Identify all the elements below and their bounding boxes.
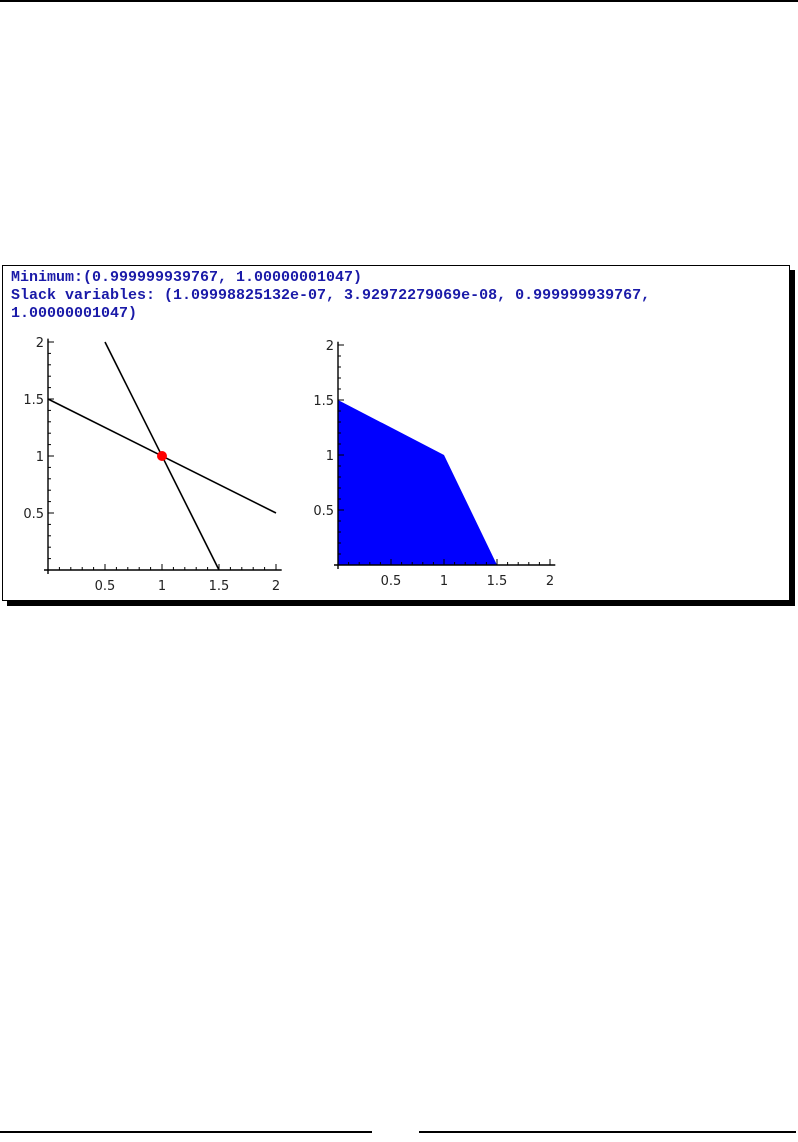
- y-tick-label: 1: [326, 449, 334, 464]
- slack-line-2: 1.00000001047): [11, 305, 138, 322]
- footer-rule-right: [419, 1131, 796, 1133]
- y-tick-label: 1: [36, 450, 44, 465]
- x-tick-label: 2: [546, 574, 554, 589]
- x-tick-label: 0.5: [381, 574, 402, 589]
- y-tick-label: 2: [36, 336, 44, 351]
- x-tick-label: 0.5: [95, 579, 116, 594]
- y-tick-label: 1.5: [23, 393, 44, 408]
- x-tick-label: 1.5: [209, 579, 230, 594]
- plot-1: 0.5 1 1.5 2 0.5 1 1.5 2: [23, 336, 282, 594]
- x-tick-label: 1: [158, 579, 166, 594]
- header-rule: [0, 0, 798, 2]
- slack-line-1: Slack variables: (1.09998825132e-07, 3.9…: [11, 287, 651, 304]
- footer-rule-left: [0, 1131, 372, 1133]
- y-tick-label: 1.5: [313, 394, 334, 409]
- plot-2: 0.5 1 1.5 2 0.5 1 1.5 2: [313, 339, 556, 589]
- optimum-point: [157, 451, 167, 461]
- plots: 0.5 1 1.5 2 0.5 1 1.5 2 0.5 1 1.5 2 0.5 1 1.5 2: [23, 336, 556, 594]
- y-tick-label: 2: [326, 339, 334, 354]
- y-tick-label: 0.5: [23, 507, 44, 522]
- x-tick-label: 1.5: [487, 574, 508, 589]
- feasible-region: [338, 400, 497, 565]
- output-text: Minimum:(0.999999939767, 1.00000001047) S…: [11, 269, 650, 323]
- x-tick-label: 2: [272, 579, 280, 594]
- minimum-line: Minimum:(0.999999939767, 1.00000001047): [11, 269, 363, 286]
- y-tick-label: 0.5: [313, 504, 334, 519]
- x-tick-label: 1: [440, 574, 448, 589]
- sage-output-screenshot: Minimum:(0.999999939767, 1.00000001047) S…: [2, 265, 790, 601]
